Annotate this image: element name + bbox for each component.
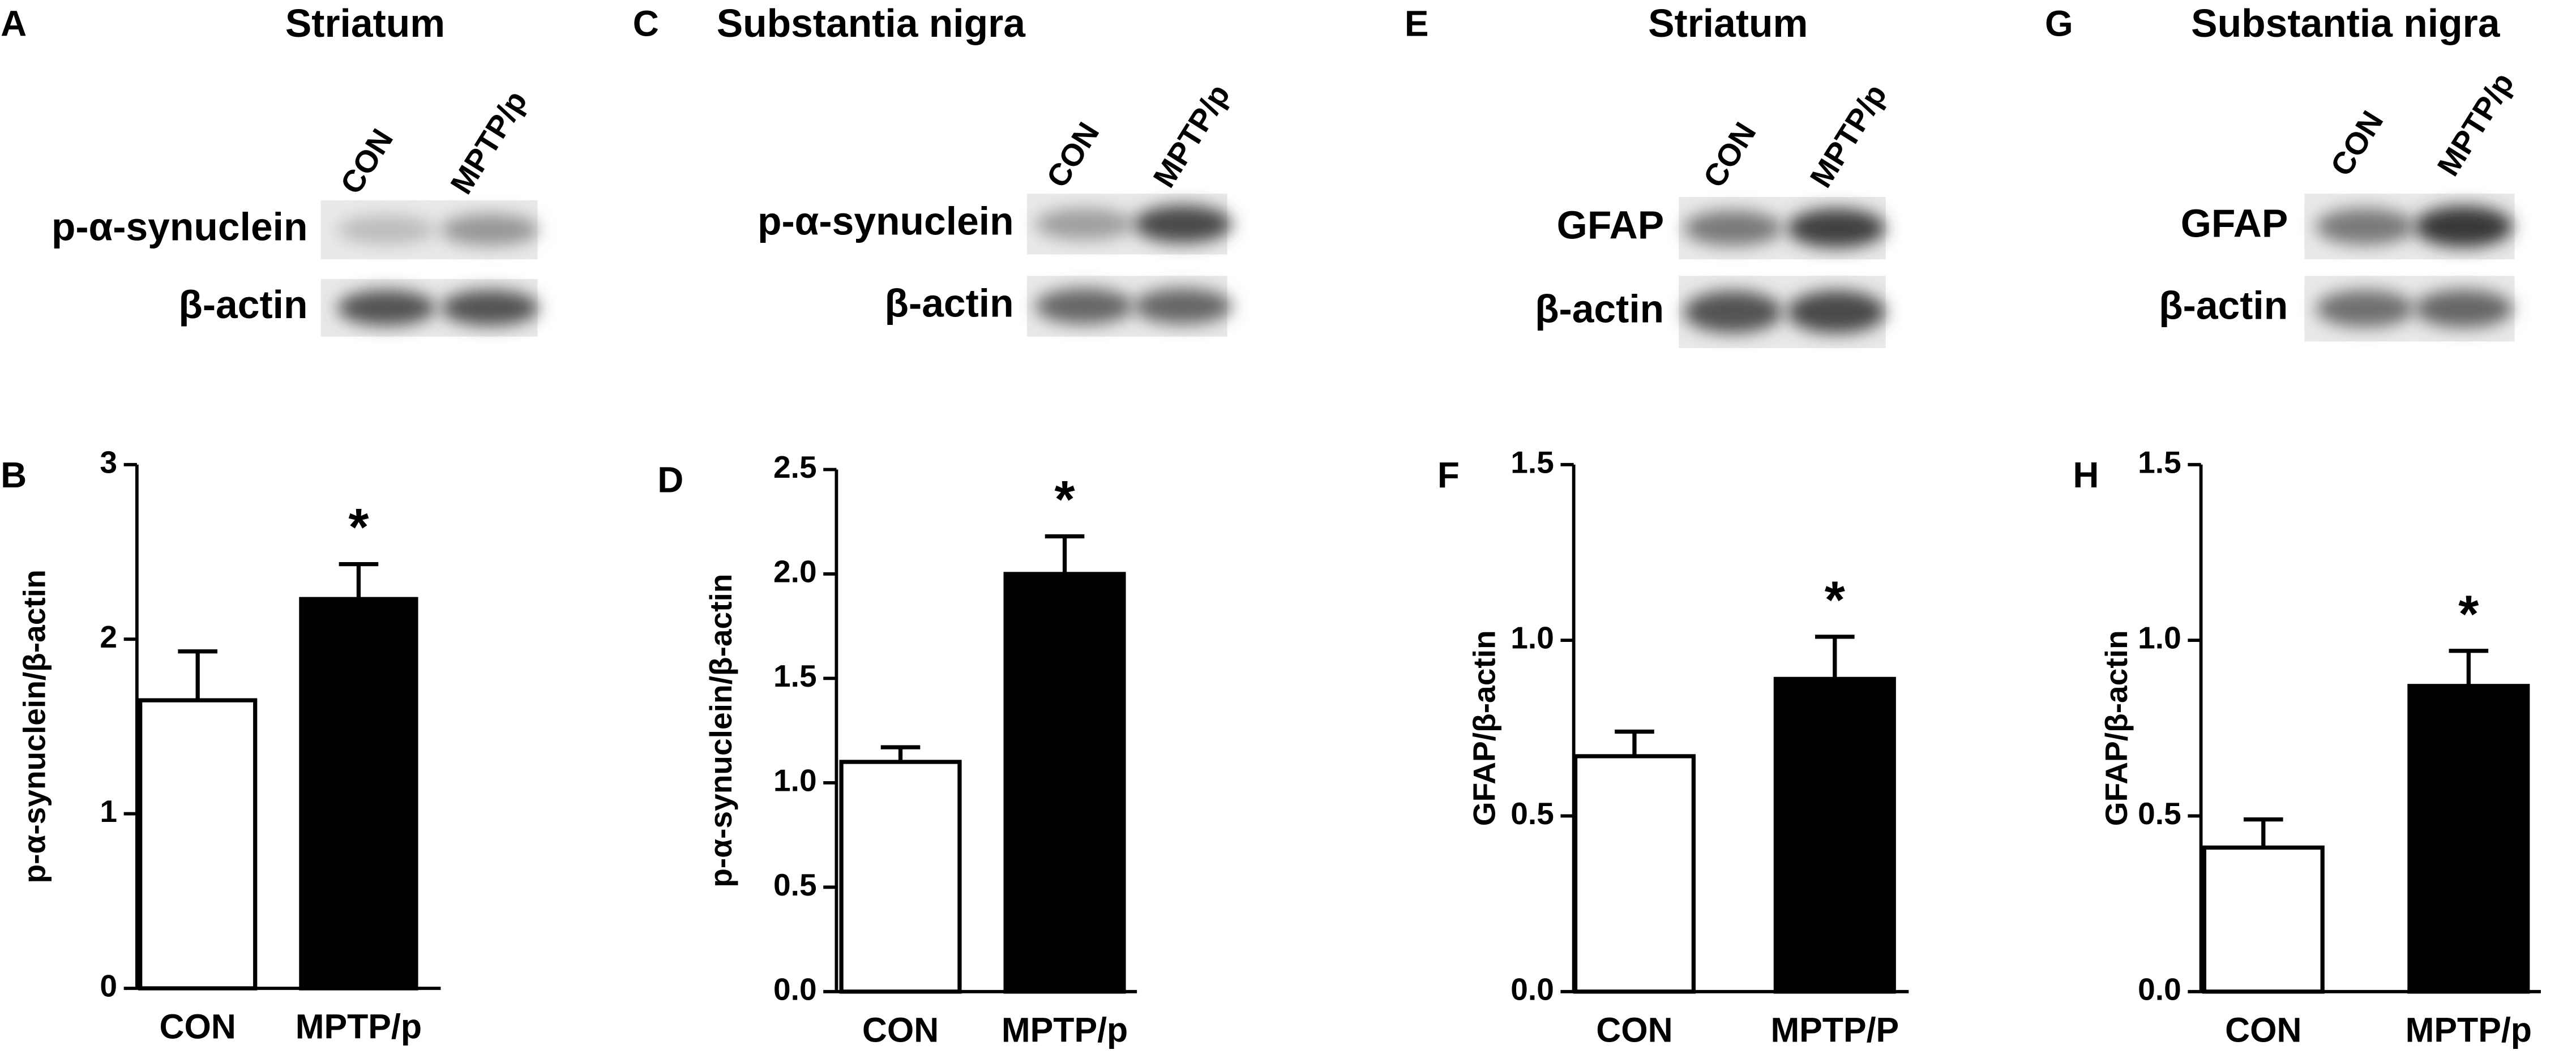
panel-letter: F bbox=[1437, 455, 1460, 495]
bar bbox=[1773, 676, 1896, 994]
y-tick-label: 2.0 bbox=[773, 554, 817, 589]
x-tick-label: CON bbox=[1596, 1010, 1672, 1049]
y-tick-label: 3 bbox=[100, 444, 117, 479]
panel-letter: C bbox=[633, 3, 659, 44]
blot-band bbox=[1683, 290, 1782, 333]
panel-title: Striatum bbox=[1648, 1, 1808, 45]
y-tick-label: 0.5 bbox=[773, 867, 817, 902]
panel-letter: D bbox=[657, 460, 683, 500]
y-axis-label: p-α-synuclein/β-actin bbox=[17, 569, 52, 883]
x-tick-label: MPTP/p bbox=[296, 1008, 422, 1046]
blot-band bbox=[440, 290, 540, 326]
lane-label: MPTP/p bbox=[443, 84, 534, 200]
y-tick-label: 0 bbox=[100, 969, 117, 1004]
blot-row-label: β-actin bbox=[178, 282, 307, 327]
bar bbox=[299, 597, 418, 991]
y-tick-label: 0.5 bbox=[1510, 796, 1554, 831]
panel-title: Substantia nigra bbox=[717, 1, 1026, 45]
lane-label: MPTP/p bbox=[1146, 78, 1237, 194]
bar bbox=[1003, 572, 1126, 994]
y-tick-label: 2.5 bbox=[773, 449, 817, 485]
y-tick-label: 1 bbox=[100, 794, 117, 829]
blot-row-label: p-α-synuclein bbox=[758, 199, 1014, 243]
y-tick-label: 1.5 bbox=[1510, 444, 1554, 479]
lane-label: CON bbox=[333, 123, 400, 200]
blot-band bbox=[440, 213, 540, 246]
blot-band bbox=[2414, 205, 2513, 247]
lane-label: MPTP/p bbox=[2430, 66, 2521, 182]
blot-band bbox=[1683, 210, 1782, 246]
x-tick-label: CON bbox=[862, 1010, 939, 1049]
panel-letter: G bbox=[2045, 3, 2073, 44]
panel-letter: B bbox=[1, 455, 27, 495]
y-tick-label: 0.0 bbox=[773, 971, 817, 1006]
blot-band bbox=[1035, 288, 1134, 324]
blot-row-label: β-actin bbox=[2159, 284, 2288, 328]
panel-title: Striatum bbox=[285, 1, 445, 45]
lane-label: MPTP/p bbox=[1803, 78, 1894, 194]
bar bbox=[839, 760, 962, 994]
blot-band bbox=[337, 290, 436, 326]
blot-band bbox=[337, 215, 436, 245]
bar bbox=[2202, 845, 2325, 994]
y-tick-label: 2 bbox=[100, 619, 117, 654]
y-axis-label: GFAP/β-actin bbox=[2099, 630, 2134, 826]
lane-label: CON bbox=[1696, 116, 1762, 194]
bar bbox=[2407, 684, 2530, 994]
lane-label: CON bbox=[1039, 116, 1106, 194]
blot-band bbox=[1035, 208, 1134, 241]
significance-marker: * bbox=[1825, 570, 1846, 629]
x-tick-label: CON bbox=[160, 1008, 236, 1046]
x-tick-label: CON bbox=[2225, 1010, 2301, 1049]
y-tick-label: 0.5 bbox=[2138, 796, 2181, 831]
significance-marker: * bbox=[2458, 584, 2479, 643]
y-tick-label: 1.5 bbox=[2138, 444, 2181, 479]
blot-band bbox=[1133, 288, 1233, 324]
bar bbox=[138, 698, 258, 991]
panel-letter: E bbox=[1405, 3, 1429, 44]
significance-marker: * bbox=[1054, 470, 1075, 529]
blot-band bbox=[1133, 205, 1233, 243]
panel-letter: A bbox=[1, 3, 27, 44]
blot-row-label: p-α-synuclein bbox=[52, 204, 308, 248]
y-tick-label: 1.5 bbox=[773, 658, 817, 693]
blot-row-label: GFAP bbox=[1557, 203, 1664, 247]
y-tick-label: 1.0 bbox=[773, 762, 817, 798]
y-tick-label: 1.0 bbox=[2138, 620, 2181, 655]
blot-band bbox=[1787, 290, 1886, 333]
x-tick-label: MPTP/p bbox=[1002, 1010, 1128, 1049]
y-axis-label: p-α-synuclein/β-actin bbox=[703, 574, 738, 888]
blot-band bbox=[2414, 289, 2513, 328]
x-tick-label: MPTP/p bbox=[2406, 1010, 2532, 1049]
blot-row-label: β-actin bbox=[885, 281, 1014, 325]
y-tick-label: 0.0 bbox=[2138, 971, 2181, 1006]
blot-band bbox=[2316, 290, 2415, 328]
lane-label: CON bbox=[2323, 105, 2390, 182]
y-tick-label: 0.0 bbox=[1510, 971, 1554, 1006]
panel-title: Substantia nigra bbox=[2191, 1, 2501, 45]
blot-band bbox=[2316, 208, 2415, 245]
y-tick-label: 1.0 bbox=[1510, 620, 1554, 655]
bar bbox=[1573, 754, 1696, 994]
panel-letter: H bbox=[2073, 455, 2099, 495]
blot-row-label: GFAP bbox=[2181, 202, 2288, 246]
blot-band bbox=[1787, 208, 1886, 248]
x-tick-label: MPTP/P bbox=[1770, 1010, 1899, 1049]
significance-marker: * bbox=[348, 498, 369, 556]
blot-row-label: β-actin bbox=[1535, 286, 1664, 331]
y-axis-label: GFAP/β-actin bbox=[1467, 630, 1502, 826]
